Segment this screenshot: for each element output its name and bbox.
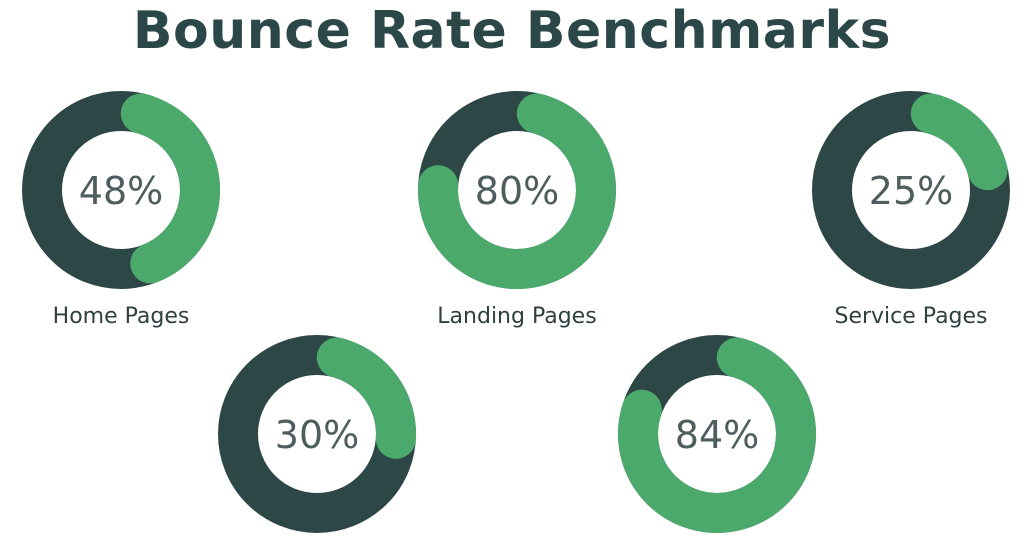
donut-home-pages: 48% Home Pages <box>22 91 220 329</box>
donut-arc <box>316 337 416 459</box>
donut-value: 25% <box>869 169 953 213</box>
donut-label: Landing Pages <box>437 304 596 329</box>
donut-arc <box>910 93 1008 191</box>
donut-arc <box>618 337 816 533</box>
donut-label: Service Pages <box>834 304 987 329</box>
donut-arc <box>120 93 220 284</box>
donut-arc <box>418 93 616 289</box>
donut-value: 84% <box>675 413 759 457</box>
chart-title: Bounce Rate Benchmarks <box>132 1 892 61</box>
donut-landing-pages: 80% Landing Pages <box>418 91 616 329</box>
donut-value: 48% <box>79 169 163 213</box>
donut-service-pages: 25% Service Pages <box>812 91 1010 329</box>
donut-value: 80% <box>475 169 559 213</box>
donut-30: 30% <box>218 335 416 533</box>
donut-label: Home Pages <box>53 304 190 329</box>
donut-value: 30% <box>275 413 359 457</box>
donut-84: 84% <box>618 335 816 533</box>
